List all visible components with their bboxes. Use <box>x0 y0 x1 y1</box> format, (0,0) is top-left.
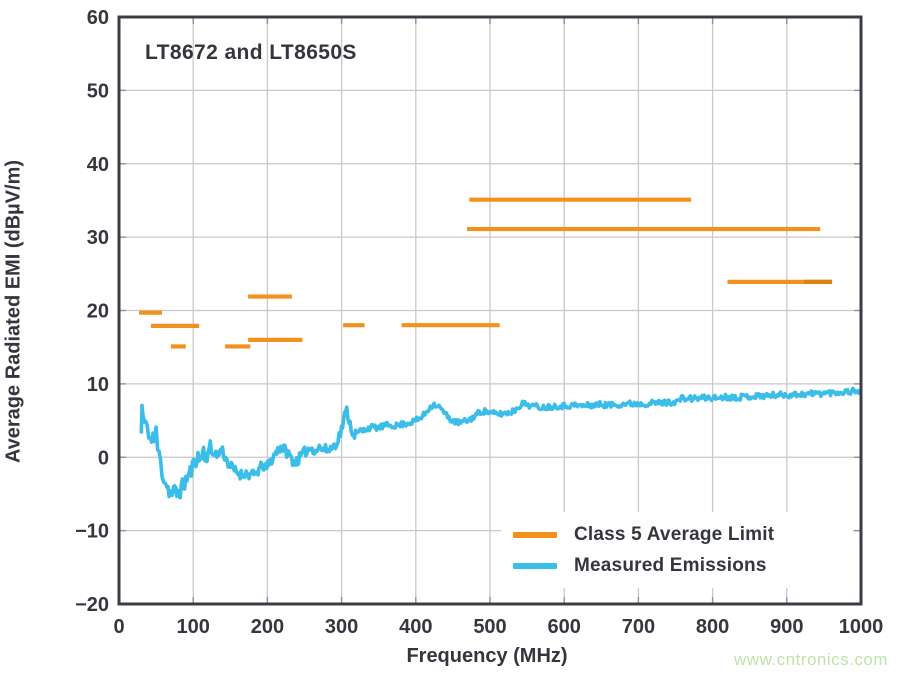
y-tick-label: 0 <box>98 447 109 469</box>
y-tick-label: 40 <box>87 154 109 176</box>
x-tick-label: 300 <box>325 616 358 638</box>
y-axis-title: Average Radiated EMI (dBµV/m) <box>2 159 25 464</box>
y-tick-label: −10 <box>75 521 109 543</box>
x-tick-label: 600 <box>548 616 581 638</box>
x-tick-label: 700 <box>622 616 655 638</box>
legend-label-class5-limit: Class 5 Average Limit <box>574 523 775 545</box>
x-tick-label: 100 <box>177 616 210 638</box>
x-tick-label: 400 <box>399 616 432 638</box>
x-tick-label: 800 <box>696 616 729 638</box>
x-tick-label: 200 <box>251 616 284 638</box>
y-tick-label: 10 <box>87 374 109 396</box>
watermark: www.cntronics.com <box>734 650 888 669</box>
y-tick-label: −20 <box>75 594 109 616</box>
x-axis-title: Frequency (MHz) <box>406 645 568 667</box>
measured-emissions-line-icon <box>513 562 557 569</box>
x-tick-label: 1000 <box>839 616 884 638</box>
y-tick-label: 30 <box>87 227 109 249</box>
chart-title: LT8672 and LT8650S <box>145 41 357 64</box>
legend-item-class5-limit: Class 5 Average Limit <box>501 524 853 546</box>
y-tick-label: 50 <box>87 80 109 102</box>
legend-item-measured-emissions: Measured Emissions <box>501 555 853 577</box>
legend-label-measured-emissions: Measured Emissions <box>574 554 767 576</box>
x-tick-label: 0 <box>113 616 124 638</box>
x-tick-label: 500 <box>473 616 506 638</box>
measured-emissions-line <box>139 386 862 500</box>
x-tick-label: 900 <box>770 616 803 638</box>
legend: Class 5 Average Limit Measured Emissions <box>501 512 853 588</box>
y-tick-label: 60 <box>87 7 109 29</box>
y-tick-label: 20 <box>87 301 109 323</box>
class5-limit-line-icon <box>513 531 557 538</box>
